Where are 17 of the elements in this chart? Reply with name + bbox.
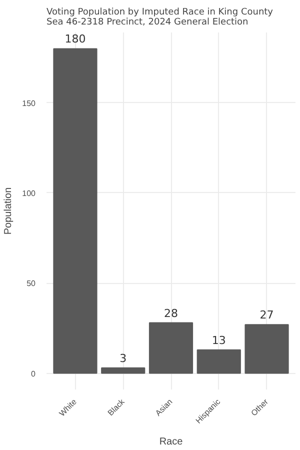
y-tick-label: 150 bbox=[22, 98, 36, 108]
y-tick-label: 100 bbox=[22, 188, 36, 198]
bar bbox=[101, 367, 146, 374]
data-label: 180 bbox=[64, 32, 86, 46]
y-tick-label: 0 bbox=[31, 369, 36, 378]
bar bbox=[196, 349, 241, 374]
chart-title: Voting Population by Imputed Race in King County Sea 46-2318 Precinct, 2024 General Election bbox=[46, 8, 274, 28]
y-axis-title: Population bbox=[3, 187, 14, 235]
data-label: 27 bbox=[260, 308, 274, 322]
bar bbox=[244, 324, 289, 374]
bar bbox=[148, 322, 194, 374]
bar bbox=[53, 48, 98, 374]
data-label: 28 bbox=[164, 306, 178, 320]
y-tick-label: 50 bbox=[26, 279, 36, 288]
x-axis-title: Race bbox=[159, 436, 184, 448]
data-label: 3 bbox=[120, 352, 127, 365]
data-label: 13 bbox=[212, 334, 226, 347]
